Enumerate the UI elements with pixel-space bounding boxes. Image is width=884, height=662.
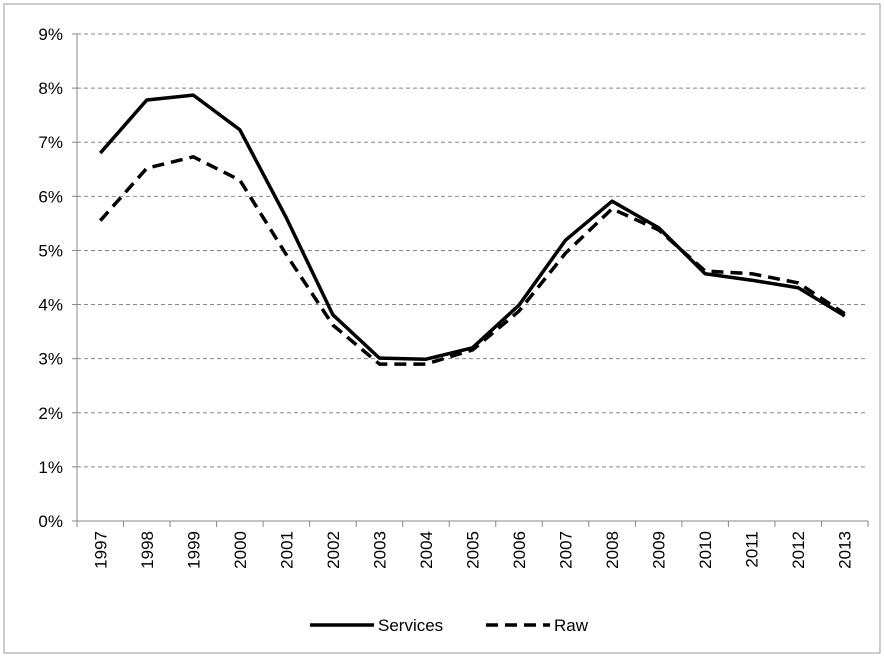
y-tick-label: 2% xyxy=(38,404,63,423)
x-tick-label: 1998 xyxy=(138,531,157,569)
x-tick-label: 2006 xyxy=(510,531,529,569)
x-tick-label: 2011 xyxy=(743,531,762,568)
data-line xyxy=(98,155,846,366)
legend-label: Services xyxy=(378,616,443,635)
x-tick-label: 2000 xyxy=(231,531,250,569)
y-tick-label: 4% xyxy=(38,296,63,315)
x-tick-label: 2010 xyxy=(696,531,715,569)
y-tick-label: 6% xyxy=(38,187,63,206)
y-tick-label: 9% xyxy=(38,25,63,44)
y-tick-label: 8% xyxy=(38,79,63,98)
y-tick-label: 5% xyxy=(38,241,63,260)
y-tick-label: 1% xyxy=(38,458,63,477)
x-tick-label: 1997 xyxy=(91,531,110,569)
x-tick-label: 2001 xyxy=(277,531,296,569)
y-tick-label: 0% xyxy=(38,512,63,531)
y-tick-label: 7% xyxy=(38,133,63,152)
x-tick-label: 1999 xyxy=(184,531,203,569)
x-tick-label: 2007 xyxy=(557,531,576,569)
x-tick-label: 2012 xyxy=(789,531,808,569)
x-tick-label: 2004 xyxy=(417,531,436,569)
x-tick-label: 2002 xyxy=(324,531,343,569)
x-tick-label: 2009 xyxy=(650,531,669,569)
x-tick-label: 2013 xyxy=(836,531,855,569)
x-tick-label: 2003 xyxy=(370,531,389,569)
chart-frame xyxy=(3,3,881,654)
x-tick-label: 2008 xyxy=(603,531,622,569)
x-tick-label: 2005 xyxy=(464,531,483,569)
legend-label: Raw xyxy=(554,616,589,635)
y-tick-label: 3% xyxy=(38,350,63,369)
